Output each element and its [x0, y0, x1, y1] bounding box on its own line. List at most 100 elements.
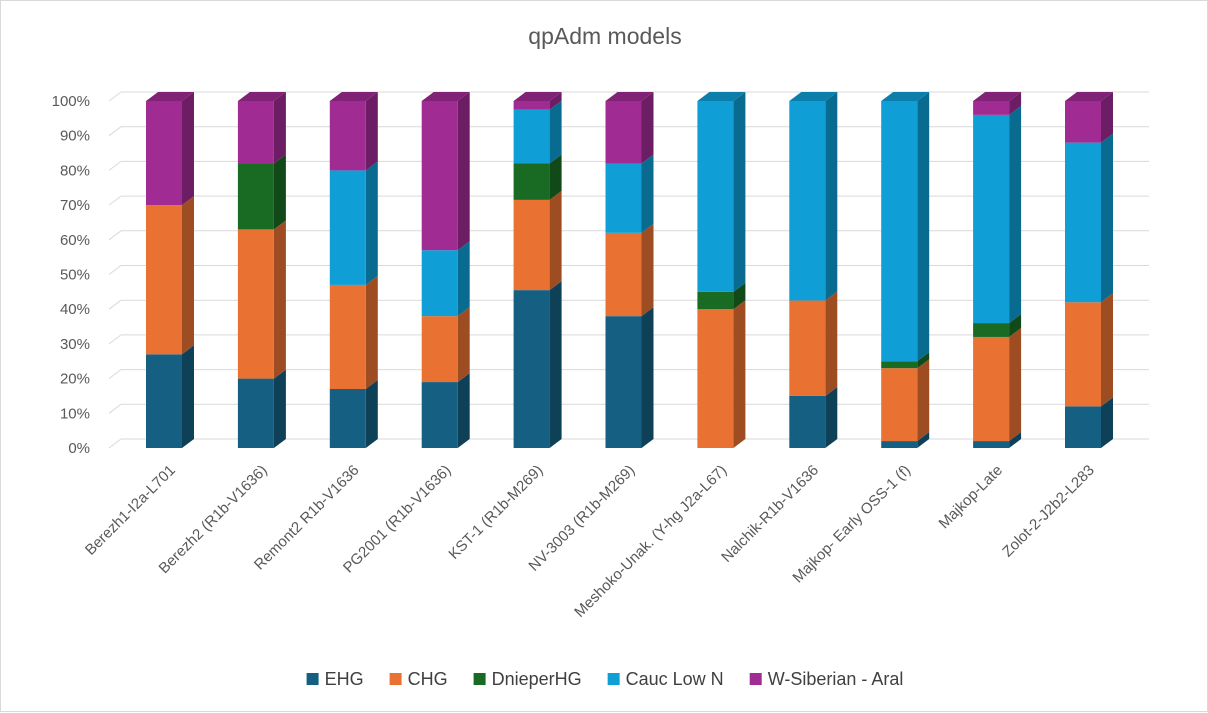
bar-segment — [973, 336, 1010, 442]
bar-stack — [329, 92, 378, 448]
bar-segment — [697, 291, 734, 310]
bar-side — [825, 386, 838, 448]
bar-segment — [329, 284, 366, 390]
bar-top — [605, 92, 654, 101]
bar-top — [237, 92, 286, 101]
y-tick-label: 60% — [60, 232, 90, 249]
bar-segment — [605, 316, 642, 448]
legend-swatch — [473, 673, 486, 685]
bar-segment — [237, 229, 274, 379]
bars — [146, 92, 1113, 448]
bar-segment — [605, 101, 642, 164]
y-tick-label: 50% — [60, 267, 90, 284]
bar-stack — [421, 92, 470, 448]
gridline-depth — [108, 126, 122, 137]
bar-side — [365, 380, 378, 448]
bar-segment — [513, 199, 550, 291]
x-tick-label: KST-1 (R1b-M269) — [445, 462, 546, 563]
x-tick-label: Berezh1-I2a-L701 — [82, 462, 179, 559]
bar-segment — [973, 441, 1010, 448]
bar-side — [1009, 327, 1022, 442]
x-tick-label: Remont2 R1b-V1636 — [251, 462, 363, 574]
bar-segment — [237, 378, 274, 448]
bar-side — [457, 241, 470, 317]
legend: EHG CHG DnieperHG Cauc Low N W-Siberian - Ar… — [306, 669, 903, 689]
bar-segment — [605, 163, 642, 233]
bar-segment — [146, 101, 182, 206]
bar-segment — [513, 163, 550, 200]
bar-side — [641, 307, 654, 448]
bar-side — [1101, 293, 1113, 407]
bar-segment — [973, 114, 1010, 324]
bar-segment — [697, 101, 734, 292]
gridline-depth — [108, 438, 122, 449]
bar-side — [457, 373, 470, 448]
bar-side — [273, 154, 286, 230]
y-tick-label: 30% — [60, 336, 90, 353]
bar-segment — [329, 170, 366, 285]
bar-side — [825, 92, 838, 301]
legend-swatch — [607, 673, 620, 685]
bar-segment — [513, 290, 550, 448]
chart-title: qpAdm models — [528, 23, 681, 49]
bar-side — [549, 92, 562, 110]
bar-top — [421, 92, 470, 101]
bar-top — [697, 92, 746, 101]
bar-stack — [1065, 92, 1113, 448]
bar-side — [733, 92, 746, 292]
gridline-depth — [108, 403, 122, 414]
gridline-depth — [108, 91, 122, 102]
bar-side — [1009, 314, 1022, 337]
bar-segment — [329, 389, 366, 448]
bar-top — [329, 92, 378, 101]
bar-segment — [329, 101, 366, 171]
bar-segment — [146, 354, 182, 448]
bar-segment — [421, 101, 458, 251]
bar-stack — [513, 92, 562, 448]
bar-segment — [421, 250, 458, 317]
bar-top — [789, 92, 838, 101]
gridline-depth — [108, 160, 122, 171]
bar-stack — [237, 92, 286, 448]
bar-top — [973, 92, 1022, 101]
bar-segment — [789, 101, 826, 301]
bar-segment — [789, 395, 826, 448]
bar-segment — [973, 101, 1010, 115]
y-tick-label: 40% — [60, 301, 90, 318]
bar-stack — [605, 92, 654, 448]
bar-top — [146, 92, 194, 101]
bar-side — [549, 281, 562, 448]
bar-side — [1101, 92, 1113, 143]
legend-label: EHG — [325, 669, 364, 689]
bar-top — [513, 92, 562, 101]
bar-side — [1101, 133, 1113, 303]
y-tick-label: 80% — [60, 162, 90, 179]
bar-segment — [421, 316, 458, 383]
bar-side — [182, 196, 194, 355]
bar-side — [733, 282, 746, 310]
x-tick-label: Zolot-2-J2b2-L283 — [999, 462, 1098, 561]
bar-stack — [789, 92, 838, 448]
bar-segment — [881, 368, 918, 442]
bar-segment — [421, 382, 458, 448]
x-tick-label: Nalchik-R1b-V1636 — [718, 462, 822, 566]
bar-side — [1009, 105, 1022, 324]
bar-side — [182, 345, 194, 448]
bar-segment — [146, 205, 182, 355]
bar-stack — [146, 92, 194, 448]
bar-top — [881, 92, 930, 101]
gridline-depth — [108, 334, 122, 345]
legend-label: CHG — [408, 669, 448, 689]
bar-top — [1065, 92, 1113, 101]
gridline-depth — [108, 299, 122, 310]
bar-side — [1009, 92, 1022, 115]
y-tick-label: 20% — [60, 371, 90, 388]
y-tick-label: 70% — [60, 197, 90, 214]
y-axis-ticks: 0% 10% 20% 30% 40% 50% 60% 70% 80% 90% 100% — [52, 93, 90, 457]
bar-side — [549, 190, 562, 291]
legend-label: Cauc Low N — [626, 669, 724, 689]
bar-side — [917, 352, 930, 369]
y-tick-label: 0% — [68, 440, 90, 457]
